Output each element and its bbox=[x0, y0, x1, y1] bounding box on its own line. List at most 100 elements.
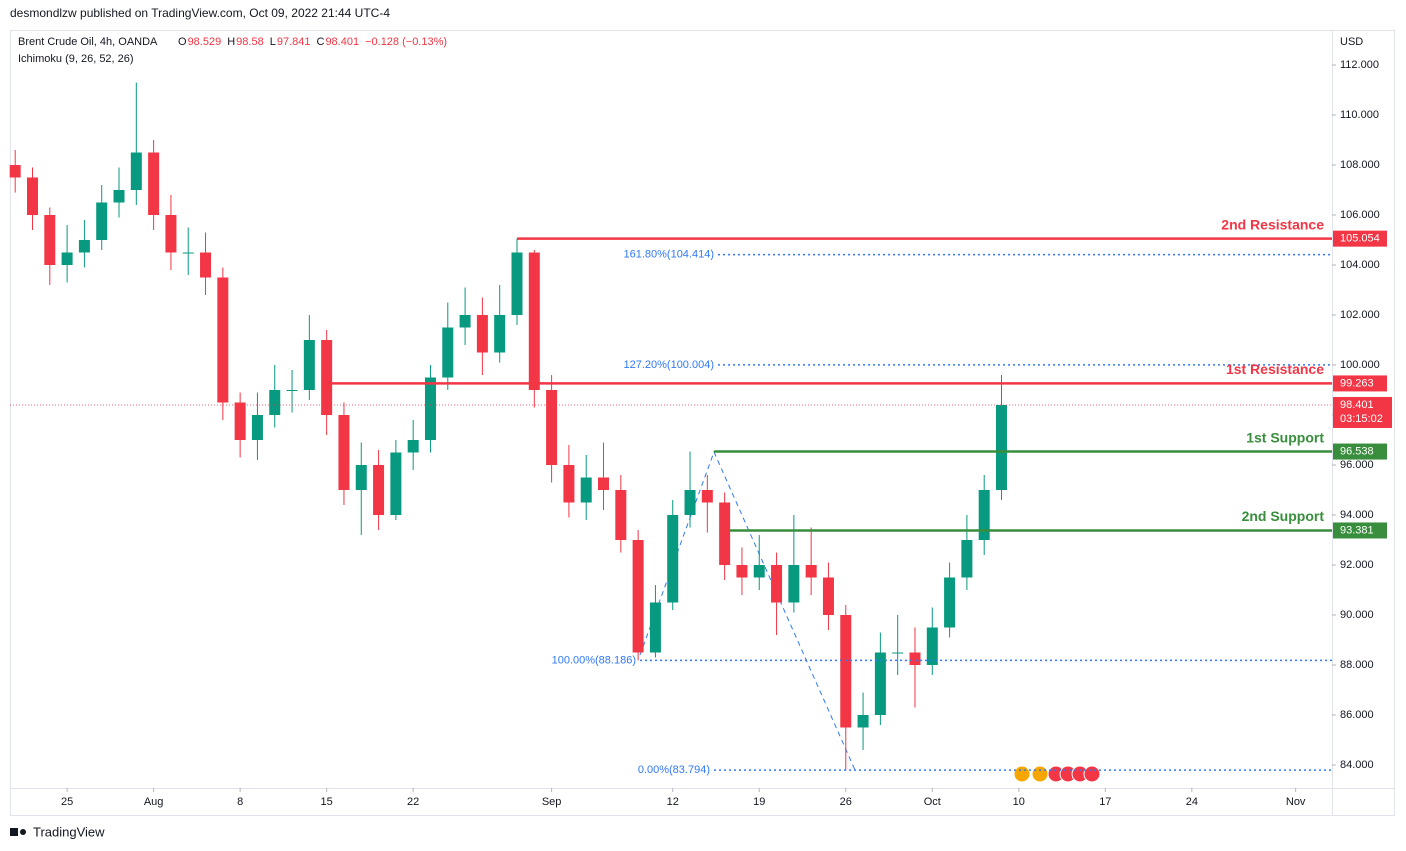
candle-body bbox=[788, 565, 800, 603]
x-tick-label: 24 bbox=[1186, 796, 1198, 808]
ohlc-value: 98.58 bbox=[236, 36, 264, 48]
candle-body bbox=[494, 315, 506, 353]
level-value: 105.054 bbox=[1340, 233, 1380, 245]
brand: TradingView bbox=[33, 824, 105, 839]
x-tick-label: Oct bbox=[924, 796, 941, 808]
y-tick-label: 92.000 bbox=[1340, 559, 1374, 571]
candle-body bbox=[165, 215, 177, 253]
ohlc-legend: O 98.529 H 98.58 L 97.841 C 98.401 −0.128 (−0.13… bbox=[178, 36, 447, 48]
logo bbox=[10, 828, 26, 836]
candle-body bbox=[217, 277, 229, 403]
candle-body bbox=[390, 452, 402, 515]
candle-body bbox=[528, 252, 540, 390]
candle-body bbox=[840, 615, 852, 728]
candle-body bbox=[944, 577, 956, 628]
candle-body bbox=[892, 652, 904, 654]
ohlc-key: L bbox=[270, 36, 276, 48]
candle-body bbox=[148, 152, 160, 215]
countdown: 03:15:02 bbox=[1340, 413, 1383, 425]
candle-body bbox=[61, 252, 73, 265]
y-tick-label: 84.000 bbox=[1340, 759, 1374, 771]
level-name: 1st Resistance bbox=[1226, 361, 1324, 377]
ohlc-key: H bbox=[227, 36, 235, 48]
candle-body bbox=[805, 565, 817, 578]
level-value: 96.538 bbox=[1340, 445, 1374, 457]
candle-body bbox=[407, 440, 419, 453]
x-tick-label: 25 bbox=[61, 796, 73, 808]
candle-body bbox=[424, 377, 436, 440]
ohlc-value: 98.529 bbox=[188, 36, 222, 48]
candle-body bbox=[822, 577, 834, 615]
frame bbox=[10, 30, 1395, 816]
x-tick-label: Nov bbox=[1286, 796, 1306, 808]
level-value: 93.381 bbox=[1340, 524, 1374, 536]
candle-body bbox=[667, 515, 679, 603]
level-tag bbox=[1333, 443, 1387, 460]
candle-body bbox=[26, 177, 38, 215]
candle-body bbox=[771, 565, 783, 603]
candle-body bbox=[546, 390, 558, 465]
candle-body bbox=[926, 627, 938, 665]
candle-body bbox=[684, 490, 696, 515]
candle-body bbox=[459, 315, 471, 328]
candle-body bbox=[632, 540, 644, 653]
candle-body bbox=[321, 340, 333, 415]
x-tick-label: Sep bbox=[542, 796, 562, 808]
fib-label: 100.00%(88.186) bbox=[552, 654, 636, 666]
candle-body bbox=[9, 165, 21, 178]
level-value: 99.263 bbox=[1340, 377, 1374, 389]
y-tick-label: 104.000 bbox=[1340, 259, 1380, 271]
candle-body bbox=[874, 652, 886, 715]
candle-body bbox=[251, 415, 263, 440]
fib-label: 0.00%(83.794) bbox=[638, 764, 710, 776]
y-tick-label: 90.000 bbox=[1340, 609, 1374, 621]
y-tick-label: 86.000 bbox=[1340, 709, 1374, 721]
candle-body bbox=[978, 490, 990, 540]
candle-body bbox=[857, 715, 869, 728]
candle-body bbox=[598, 477, 610, 490]
candle-body bbox=[719, 502, 731, 565]
ohlc-key: O bbox=[178, 36, 187, 48]
x-tick-label: 17 bbox=[1099, 796, 1111, 808]
x-tick-label: 19 bbox=[753, 796, 765, 808]
level-tag bbox=[1333, 375, 1387, 392]
y-tick-label: 100.000 bbox=[1340, 359, 1380, 371]
ohlc-value: 97.841 bbox=[277, 36, 311, 48]
candle-body bbox=[78, 240, 90, 253]
candle-body bbox=[269, 390, 281, 415]
currency: USD bbox=[1340, 36, 1363, 48]
last-price-tag bbox=[1333, 396, 1392, 428]
level-name: 1st Support bbox=[1246, 429, 1324, 445]
candle-body bbox=[200, 252, 212, 278]
ohlc-value: 98.401 bbox=[325, 36, 359, 48]
change: −0.128 (−0.13%) bbox=[365, 36, 447, 48]
candle-body bbox=[373, 465, 385, 515]
y-tick-label: 112.000 bbox=[1340, 59, 1379, 71]
candle-body bbox=[736, 565, 748, 578]
candle-body bbox=[96, 202, 108, 240]
level-name: 2nd Support bbox=[1242, 508, 1325, 524]
x-tick-label: 8 bbox=[237, 796, 243, 808]
candle-body bbox=[615, 490, 627, 540]
candle-body bbox=[182, 252, 194, 254]
candle-body bbox=[961, 540, 973, 578]
candle-body bbox=[130, 152, 142, 190]
candle-body bbox=[44, 215, 56, 265]
level-name: 2nd Resistance bbox=[1221, 216, 1324, 232]
candle-body bbox=[303, 340, 315, 390]
y-tick-label: 102.000 bbox=[1340, 309, 1380, 321]
fib-trend bbox=[639, 450, 856, 771]
candle-body bbox=[909, 652, 921, 665]
candle-body bbox=[234, 402, 246, 440]
candle-body bbox=[996, 404, 1007, 490]
level-tag bbox=[1333, 230, 1387, 247]
fib-label: 161.80%(104.414) bbox=[623, 249, 714, 261]
candle-body bbox=[113, 190, 125, 203]
candle-body bbox=[563, 465, 575, 503]
candle-body bbox=[286, 390, 298, 391]
x-tick-label: 12 bbox=[667, 796, 679, 808]
x-tick-label: 10 bbox=[1013, 796, 1025, 808]
last-price-label: 98.401 bbox=[1340, 399, 1374, 411]
